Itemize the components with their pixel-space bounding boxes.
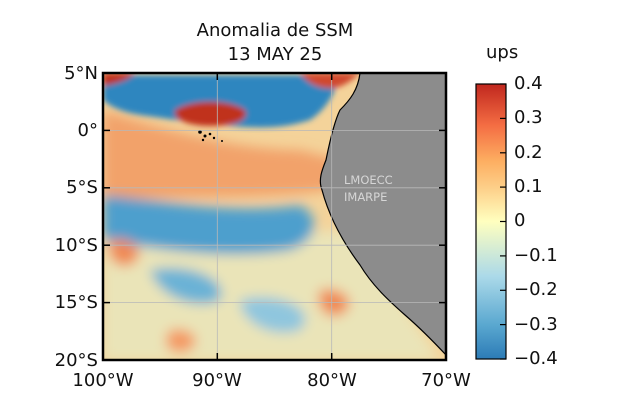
lat-tick-label: 5°N bbox=[64, 63, 98, 84]
watermark: LMOECC IMARPE bbox=[344, 172, 393, 206]
northwest-high bbox=[103, 73, 135, 86]
southern-mixed-band bbox=[103, 230, 440, 360]
eddy-low-1 bbox=[150, 268, 222, 304]
north-low-region bbox=[103, 75, 340, 128]
colorbar-tick-label: −0.2 bbox=[514, 279, 558, 300]
map-date: 13 MAY 25 bbox=[227, 44, 323, 65]
gulf-high-tongue bbox=[174, 101, 246, 126]
eddy-high-1 bbox=[108, 239, 140, 266]
lon-tick-label: 70°W bbox=[421, 370, 471, 391]
colorbar-ticks bbox=[500, 83, 506, 360]
colorbar-unit: ups bbox=[486, 42, 519, 63]
eddy-high-3 bbox=[165, 329, 196, 353]
watermark-line: LMOECC bbox=[344, 173, 393, 187]
map-frame bbox=[101, 71, 448, 362]
map-ticks bbox=[103, 73, 446, 360]
colorbar-tick-label: 0.2 bbox=[514, 142, 543, 163]
colorbar-tick-label: −0.4 bbox=[514, 348, 558, 369]
map-title: Anomalia de SSM bbox=[196, 20, 354, 41]
salinity-field bbox=[103, 73, 446, 360]
eddy-low-2 bbox=[240, 297, 306, 333]
southern-low-band bbox=[103, 195, 314, 255]
lat-tick-label: 15°S bbox=[54, 292, 98, 313]
galapagos-islands bbox=[198, 130, 223, 142]
colorbar-tick-label: 0.4 bbox=[514, 73, 543, 94]
lat-tick-label: 5°S bbox=[66, 177, 98, 198]
colorbar-tick-label: −0.1 bbox=[514, 245, 558, 266]
colorbar-tick-label: 0.3 bbox=[514, 107, 543, 128]
colorbar-tick-label: 0.1 bbox=[514, 176, 543, 197]
graticule bbox=[103, 73, 446, 360]
land-mass bbox=[319, 73, 446, 356]
lon-tick-label: 90°W bbox=[192, 370, 242, 391]
panama-bight-high bbox=[300, 73, 360, 89]
colorbar-tick-label: 0 bbox=[514, 210, 526, 231]
lon-tick-label: 100°W bbox=[72, 370, 134, 391]
watermark-line: IMARPE bbox=[344, 190, 388, 204]
equatorial-high-band bbox=[103, 110, 340, 200]
lat-tick-label: 20°S bbox=[54, 350, 98, 371]
colorbar-tick-label: −0.3 bbox=[514, 314, 558, 335]
lon-tick-label: 80°W bbox=[307, 370, 357, 391]
lat-tick-label: 10°S bbox=[54, 235, 98, 256]
lat-tick-label: 0° bbox=[77, 120, 98, 141]
